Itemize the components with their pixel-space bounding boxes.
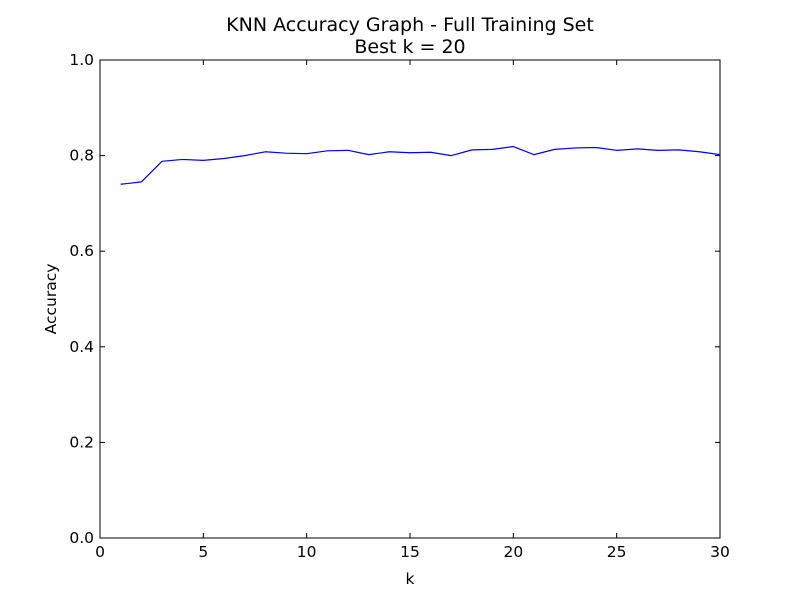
- series-line-0: [120, 145, 721, 185]
- chart-title: KNN Accuracy Graph - Full Training Set: [226, 14, 594, 36]
- y-tick-label: 0.6: [69, 242, 94, 260]
- chart-subtitle: Best k = 20: [354, 36, 465, 58]
- x-tick-label: 0: [95, 543, 105, 561]
- plot-area: 0 5 10 15 20 25 30 0.0 0.2 0.4 0.6 0.8 1.0: [69, 51, 730, 561]
- x-tick-label: 25: [607, 543, 627, 561]
- x-tick-label: 15: [400, 543, 420, 561]
- x-tick-label: 30: [710, 543, 730, 561]
- x-tick-label: 20: [503, 543, 523, 561]
- y-tick-label: 0.8: [69, 147, 94, 165]
- y-tick-label: 0.0: [69, 529, 94, 547]
- x-axis-label: k: [406, 570, 415, 588]
- y-tick-label: 0.4: [69, 338, 94, 356]
- x-tick-label: 5: [198, 543, 208, 561]
- y-tick-label: 1.0: [69, 51, 94, 69]
- axes-frame: [99, 59, 721, 539]
- y-axis-label: Accuracy: [42, 264, 60, 335]
- y-tick-label: 0.2: [69, 433, 94, 451]
- x-tick-label: 10: [297, 543, 317, 561]
